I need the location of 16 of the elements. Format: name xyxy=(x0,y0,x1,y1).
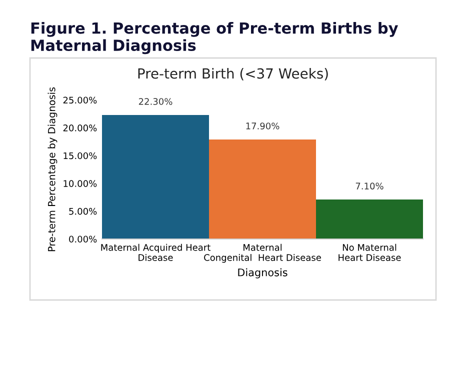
chart-subtitle: Pre-term Birth (<37 Weeks) xyxy=(138,68,328,80)
y-tick-label: 0.00% xyxy=(69,236,97,243)
data-label: 22.30% xyxy=(138,98,172,105)
data-label: 17.90% xyxy=(246,122,280,130)
y-tick-label: 5.00% xyxy=(69,208,97,215)
x-axis-title: Diagnosis xyxy=(238,268,288,278)
chart-title: Figure 1. Percentage of Pre-term Births by Maternal Diagnosis xyxy=(31,22,398,54)
bar xyxy=(209,139,316,239)
y-tick-label: 10.00% xyxy=(64,180,97,187)
data-label: 7.10% xyxy=(356,182,384,190)
y-axis-title: Pre-term Percentage by Diagnosis xyxy=(48,87,58,252)
bar xyxy=(316,200,423,239)
x-tick-label: No Maternal Heart Disease xyxy=(338,244,401,261)
y-tick-label: 20.00% xyxy=(63,124,97,132)
y-tick-label: 15.00% xyxy=(64,152,97,160)
y-tick-label: 25.00% xyxy=(63,96,97,104)
